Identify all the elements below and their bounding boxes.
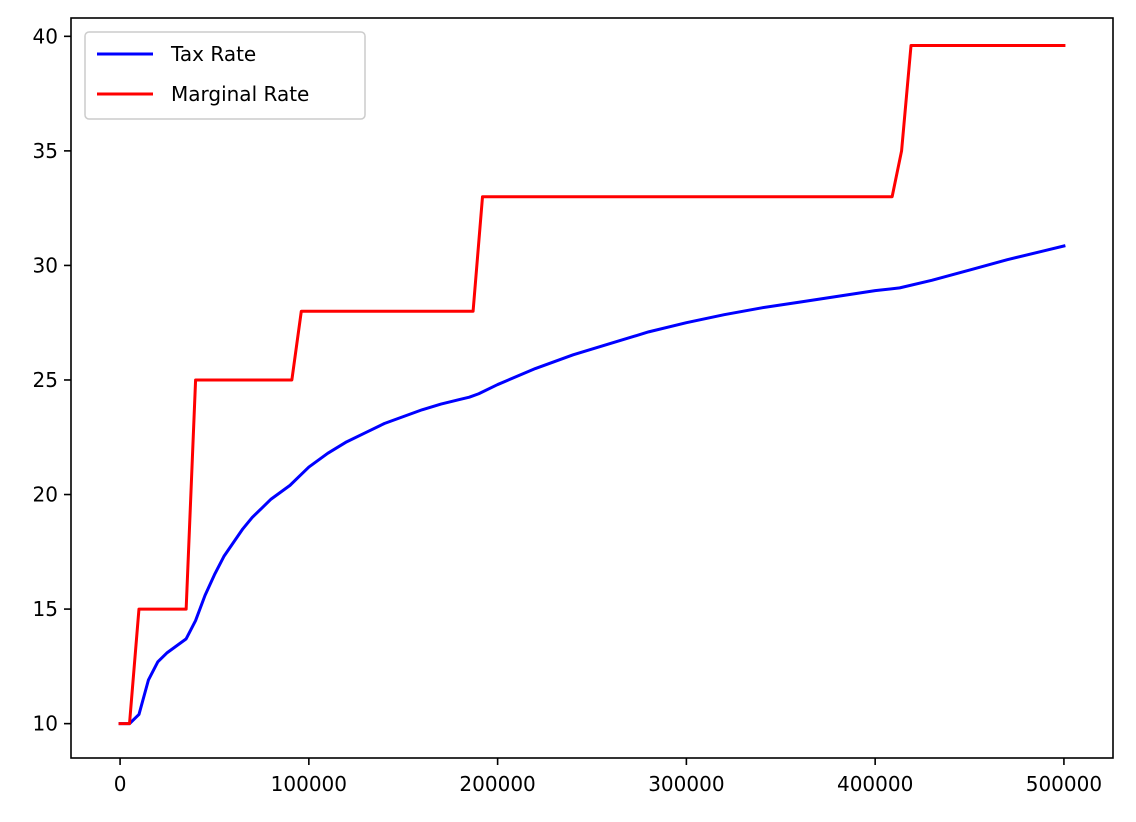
y-tick-label: 20 xyxy=(33,483,58,507)
plot-area xyxy=(70,17,1114,759)
x-axis: 0 100000 200000 300000 400000 500000 xyxy=(114,758,1102,796)
series-layer xyxy=(118,43,1066,726)
y-tick-label: 25 xyxy=(33,368,58,392)
series-line-marginal-rate xyxy=(118,43,1066,726)
x-tick-label: 500000 xyxy=(1026,772,1102,796)
legend: Tax Rate Marginal Rate xyxy=(84,31,366,120)
legend-label-tax-rate: Tax Rate xyxy=(170,42,256,66)
y-tick-label: 30 xyxy=(33,253,58,277)
x-tick-label: 400000 xyxy=(837,772,913,796)
legend-box xyxy=(84,31,366,120)
x-tick-label: 300000 xyxy=(648,772,724,796)
x-tick-label: 0 xyxy=(114,772,127,796)
x-tick-label: 100000 xyxy=(271,772,347,796)
x-tick-label: 200000 xyxy=(459,772,535,796)
y-tick-label: 15 xyxy=(33,597,58,621)
y-tick-label: 40 xyxy=(33,24,58,48)
y-axis: 10 15 20 25 30 35 40 xyxy=(33,24,71,736)
legend-label-marginal-rate: Marginal Rate xyxy=(171,82,309,106)
axes-frame xyxy=(70,17,1114,759)
series-line-tax-rate xyxy=(118,244,1066,726)
y-tick-label: 35 xyxy=(33,139,58,163)
y-tick-label: 10 xyxy=(33,712,58,736)
